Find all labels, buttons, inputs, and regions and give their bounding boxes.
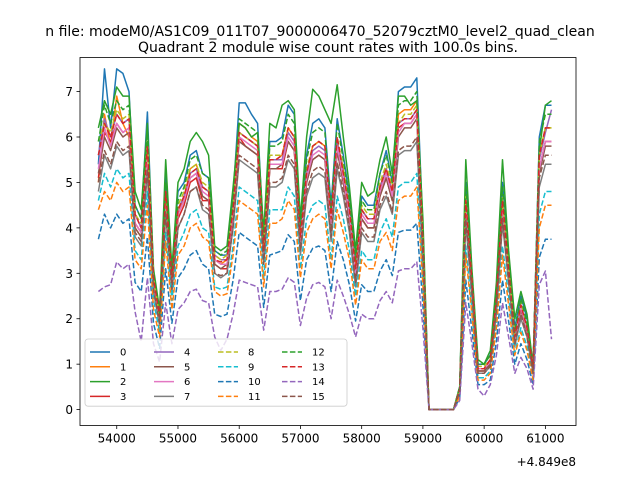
series-line-10 [97,213,552,411]
legend-label-8: 8 [248,348,254,359]
x-tick-label: 54000 [98,432,136,446]
series-line-13 [97,108,552,411]
series-line-11 [97,181,552,411]
y-tick-label: 4 [65,221,73,235]
x-tick-label: 58000 [343,432,381,446]
y-tick-label: 3 [65,267,73,281]
x-tick-label: 56000 [220,432,258,446]
x-axis-offset-label: +4.849e8 [517,455,576,469]
legend-label-13: 13 [312,362,325,373]
y-tick-label: 1 [65,358,73,372]
series-line-12 [97,90,552,411]
figure-suptitle: n file: modeM0/AS1C09_011T07_9000006470_… [45,24,594,40]
legend-label-2: 2 [120,377,126,388]
legend-label-0: 0 [120,348,126,359]
legend-label-14: 14 [312,377,325,388]
x-tick-label: 61000 [526,432,564,446]
legend-label-5: 5 [184,362,190,373]
x-tick-label: 60000 [465,432,503,446]
legend-label-6: 6 [184,377,190,388]
series-layer [97,68,553,411]
y-tick-label: 6 [65,131,73,145]
legend-label-11: 11 [248,392,261,403]
legend-label-12: 12 [312,348,325,359]
legend-label-1: 1 [120,362,126,373]
y-tick-label: 7 [65,85,73,99]
legend-label-7: 7 [184,392,190,403]
plot-area: 54000 55000 56000 57000 58000 59000 60000 61000… [65,57,577,446]
legend-label-10: 10 [248,377,261,388]
legend-label-15: 15 [312,392,325,403]
series-line-14 [97,261,553,411]
x-tick-label: 57000 [281,432,319,446]
y-tick-label: 0 [65,403,73,417]
chart-title: Quadrant 2 module wise count rates with … [138,40,518,56]
legend-box [84,338,348,407]
y-tick-label: 5 [65,176,73,190]
axis-ticks: 54000 55000 56000 57000 58000 59000 60000 61000… [65,85,564,445]
axes-frame [79,57,577,426]
y-tick-label: 2 [65,312,73,326]
x-tick-label: 55000 [159,432,197,446]
legend-label-4: 4 [184,348,190,359]
x-tick-label: 59000 [404,432,442,446]
series-line-15 [97,136,552,411]
legend-label-3: 3 [120,392,126,403]
legend-label-9: 9 [248,362,254,373]
